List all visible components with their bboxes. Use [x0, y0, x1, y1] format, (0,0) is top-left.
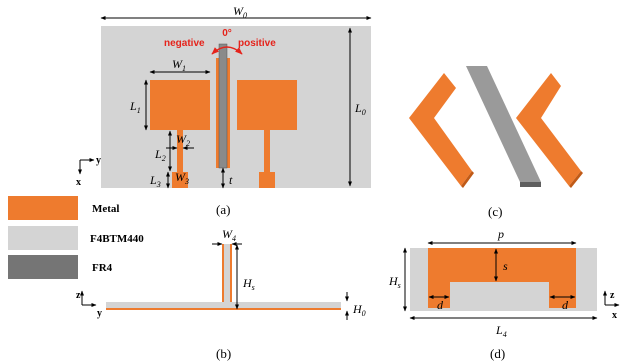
- axis-x-label: x: [76, 177, 81, 188]
- w0-label: W0: [233, 4, 247, 20]
- diagonal-fr4-board: [466, 66, 541, 182]
- diagonal-fr4-board-edge: [520, 182, 541, 187]
- w4-label: W4: [222, 227, 236, 243]
- bottom-metal-layer: [106, 308, 341, 310]
- legend-swatch-metal: [8, 196, 78, 220]
- zero-degree-label: 0°: [222, 28, 232, 39]
- caption-a: (a): [216, 202, 230, 217]
- d-right-label: d: [562, 298, 569, 312]
- legend: Metal F4BTM440 FR4: [8, 196, 144, 279]
- w2-label: W2: [176, 132, 190, 148]
- right-feed-pad: [259, 172, 275, 188]
- caption-c: (c): [488, 204, 502, 219]
- vertical-board: [224, 244, 230, 302]
- vertical-board-left-metal: [222, 244, 224, 302]
- central-fr4-strip: [218, 43, 228, 169]
- left-bent-strip-edge: [461, 171, 474, 188]
- axis-y-label-b: y: [97, 308, 102, 319]
- s-label: s: [503, 259, 508, 273]
- w3-label: W3: [175, 170, 189, 186]
- l0-label: L0: [354, 101, 366, 117]
- l1-label: L1: [129, 99, 141, 115]
- right-bent-strip-edge: [569, 171, 583, 188]
- panel-c: (c): [409, 66, 583, 219]
- t-label: t: [229, 173, 233, 187]
- rotation-arrow-icon: [211, 46, 243, 55]
- right-metal-patch: [237, 80, 297, 130]
- right-feed-line: [264, 130, 270, 174]
- panel-b: W4 Hs H0 z y (b): [76, 227, 366, 361]
- l3-label: L3: [149, 173, 161, 189]
- legend-label-fr4: FR4: [92, 262, 113, 274]
- legend-label-metal: Metal: [92, 203, 119, 215]
- d-left-label: d: [437, 298, 444, 312]
- panel-a: W0 L0 0° negative positive W1 L1 W2 L2: [76, 4, 372, 217]
- p-label: p: [497, 227, 504, 241]
- vertical-board-right-metal: [230, 244, 232, 302]
- hs-label-b: Hs: [242, 276, 255, 292]
- w1-label: W1: [172, 57, 186, 73]
- legend-swatch-fr4: [8, 255, 78, 279]
- negative-label: negative: [164, 38, 205, 49]
- left-metal-patch: [150, 80, 210, 130]
- legend-swatch-f4b: [8, 226, 78, 250]
- legend-label-f4b: F4BTM440: [90, 233, 144, 245]
- panel-d: p s d d Hs L4 z x (d): [388, 227, 620, 361]
- left-feed-line: [177, 130, 183, 174]
- cross-section-gap: [450, 282, 549, 311]
- axis-z-label-d: z: [610, 290, 615, 301]
- caption-d: (d): [490, 346, 505, 361]
- l2-label: L2: [154, 147, 166, 163]
- left-bent-strip: [409, 73, 472, 186]
- substrate-side-view: [106, 302, 341, 308]
- axis-x-label-d: x: [612, 310, 617, 321]
- l4-label: L4: [495, 323, 507, 339]
- h0-label: H0: [352, 302, 366, 318]
- positive-label: positive: [238, 38, 276, 49]
- left-feed-pad: [172, 172, 188, 188]
- hs-label-d: Hs: [388, 274, 401, 290]
- right-bent-strip: [516, 73, 581, 186]
- axis-z-label: z: [76, 290, 81, 301]
- caption-b: (b): [216, 346, 231, 361]
- axis-y-label: y: [96, 155, 101, 166]
